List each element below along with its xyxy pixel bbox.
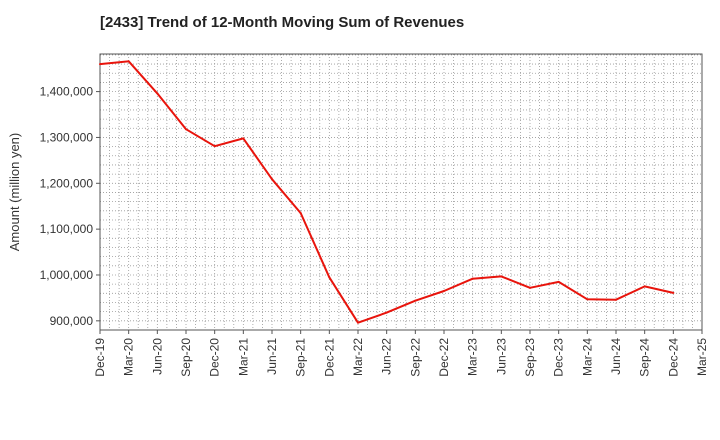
y-tick-label: 1,200,000	[40, 176, 94, 190]
data-point	[156, 92, 159, 95]
chart-title: [2433] Trend of 12-Month Moving Sum of R…	[100, 14, 465, 31]
y-tick-label: 1,300,000	[40, 130, 94, 144]
x-tick-label: Dec-24	[666, 338, 680, 377]
data-point	[529, 286, 531, 289]
data-point	[328, 276, 331, 279]
data-point	[471, 277, 474, 280]
gridlines	[100, 54, 702, 330]
data-point	[557, 280, 560, 283]
x-tick-label: Mar-25	[695, 338, 709, 376]
x-tick-label: Jun-23	[494, 338, 508, 375]
x-tick-label: Dec-22	[437, 338, 451, 377]
x-tick-label: Mar-24	[580, 338, 594, 376]
x-tick-label: Sep-23	[523, 338, 537, 377]
x-axis-ticks: Dec-19 Mar-20 Jun-20 Sep-20 Dec-20 Mar-21 Jun-…	[93, 330, 709, 377]
series-group	[99, 60, 675, 324]
data-point	[443, 290, 445, 293]
data-point	[357, 321, 359, 324]
data-point	[299, 212, 302, 215]
x-tick-label: Mar-22	[351, 338, 365, 376]
x-tick-label: Jun-21	[265, 338, 279, 375]
y-tick-label: 900,000	[50, 314, 94, 328]
plot-area-border	[99, 53, 703, 331]
data-point	[185, 128, 187, 131]
data-point	[127, 60, 130, 63]
y-tick-label: 1,000,000	[40, 268, 94, 282]
data-point	[99, 63, 101, 66]
x-tick-label: Mar-23	[466, 338, 480, 376]
data-point	[242, 137, 245, 140]
x-tick-label: Jun-20	[150, 338, 164, 375]
x-tick-label: Dec-19	[93, 338, 107, 377]
x-tick-label: Jun-22	[380, 338, 394, 375]
data-point	[672, 291, 675, 294]
x-tick-label: Sep-20	[179, 338, 193, 377]
x-tick-label: Dec-20	[208, 338, 222, 377]
y-axis-ticks: 900,000 1,000,000 1,100,000 1,200,000 1,300,…	[40, 85, 100, 328]
y-tick-label: 1,400,000	[40, 85, 94, 99]
y-axis-title: Amount (million yen)	[7, 133, 22, 252]
data-point	[271, 178, 273, 181]
x-tick-label: Mar-21	[236, 338, 250, 376]
data-point	[615, 298, 617, 301]
data-point	[500, 275, 503, 278]
x-tick-label: Sep-22	[408, 338, 422, 377]
x-tick-label: Sep-24	[638, 338, 652, 377]
x-tick-label: Dec-23	[552, 338, 566, 377]
x-tick-label: Dec-21	[322, 338, 336, 377]
x-tick-label: Mar-20	[122, 338, 136, 376]
y-tick-label: 1,100,000	[40, 222, 94, 236]
data-point	[213, 145, 216, 148]
data-point	[414, 299, 417, 302]
x-tick-label: Sep-21	[294, 338, 308, 377]
data-point	[643, 285, 646, 288]
data-point	[385, 311, 388, 314]
data-point	[586, 298, 589, 301]
x-tick-label: Jun-24	[609, 338, 623, 375]
